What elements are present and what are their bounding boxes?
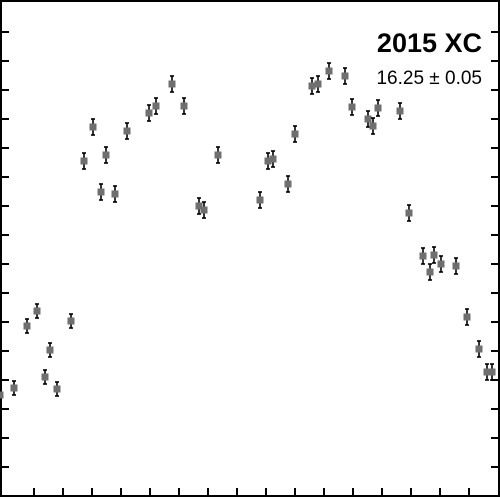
data-marker (180, 102, 188, 110)
data-point (308, 77, 316, 95)
data-marker (195, 202, 203, 210)
data-marker (341, 72, 349, 80)
data-points (0, 62, 496, 403)
data-marker (102, 151, 110, 159)
data-marker (33, 307, 41, 315)
data-marker (364, 115, 372, 123)
data-marker (348, 103, 356, 111)
data-point (46, 342, 54, 358)
data-point (341, 67, 349, 85)
data-marker (111, 190, 119, 198)
data-point (437, 255, 445, 273)
data-point (348, 98, 356, 116)
data-point (97, 183, 105, 201)
data-point (123, 122, 131, 140)
data-point (53, 381, 61, 397)
data-point (200, 201, 208, 219)
data-marker (369, 122, 377, 130)
data-point (102, 146, 110, 164)
data-marker (200, 206, 208, 214)
data-point (0, 387, 4, 403)
data-point (405, 204, 413, 222)
chart-title: 2015 XC (377, 28, 482, 58)
data-marker (152, 102, 160, 110)
data-marker (264, 157, 272, 165)
data-marker (168, 80, 176, 88)
data-point (396, 102, 404, 120)
data-point (180, 97, 188, 115)
data-marker (256, 196, 264, 204)
data-marker (53, 385, 61, 393)
data-marker (475, 345, 483, 353)
data-point (33, 303, 41, 319)
data-point (488, 363, 496, 381)
data-marker (89, 123, 97, 131)
data-marker (97, 188, 105, 196)
data-point (41, 369, 49, 385)
data-marker (23, 322, 31, 330)
data-marker (426, 268, 434, 276)
data-marker (214, 151, 222, 159)
data-point (463, 308, 471, 326)
data-point (214, 146, 222, 164)
data-marker (325, 67, 333, 75)
data-marker (405, 209, 413, 217)
data-marker (145, 109, 153, 117)
data-marker (80, 157, 88, 165)
data-point (256, 191, 264, 209)
data-marker (483, 368, 491, 376)
data-point (325, 62, 333, 80)
data-point (419, 247, 427, 265)
chart-subtitle: 16.25 ± 0.05 (376, 68, 482, 89)
data-marker (463, 313, 471, 321)
data-point (314, 75, 322, 93)
data-marker (488, 368, 496, 376)
data-point (430, 246, 438, 264)
data-point (23, 318, 31, 334)
data-point (426, 263, 434, 281)
data-point (152, 97, 160, 115)
data-marker (10, 384, 18, 392)
data-marker (308, 82, 316, 90)
data-point (475, 340, 483, 358)
data-marker (123, 127, 131, 135)
data-marker (269, 155, 277, 163)
data-point (369, 117, 377, 135)
data-marker (452, 262, 460, 270)
data-marker (284, 180, 292, 188)
data-point (364, 110, 372, 128)
data-marker (314, 80, 322, 88)
data-point (374, 99, 382, 117)
data-point (284, 175, 292, 193)
data-point (291, 125, 299, 143)
data-point (111, 185, 119, 203)
data-point (67, 313, 75, 329)
data-marker (430, 251, 438, 259)
data-point (269, 150, 277, 168)
data-marker (67, 317, 75, 325)
data-point (264, 152, 272, 170)
data-marker (437, 260, 445, 268)
data-point (483, 363, 491, 381)
data-point (195, 197, 203, 215)
data-point (10, 380, 18, 396)
data-marker (46, 346, 54, 354)
data-marker (396, 107, 404, 115)
axis-ticks (1, 31, 499, 496)
data-point (168, 75, 176, 93)
data-marker (291, 130, 299, 138)
data-marker (41, 373, 49, 381)
data-point (89, 118, 97, 136)
data-point (452, 257, 460, 275)
data-point (145, 104, 153, 122)
data-marker (0, 391, 4, 399)
data-marker (374, 104, 382, 112)
data-marker (419, 252, 427, 260)
data-point (80, 152, 88, 170)
